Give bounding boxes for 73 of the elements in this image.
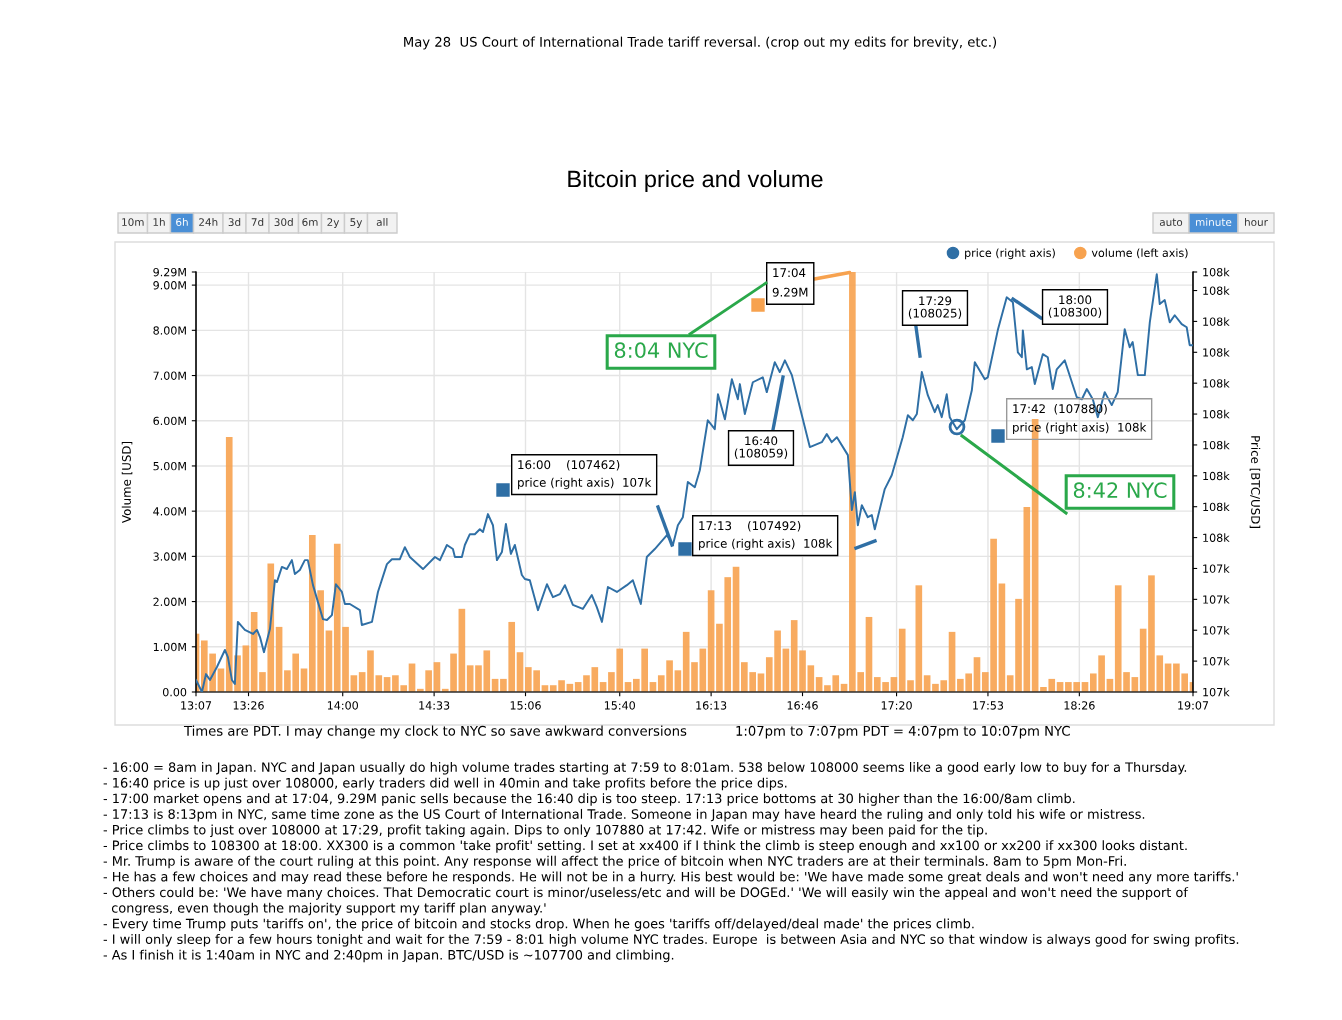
bar xyxy=(915,585,923,692)
text: 1:07pm to 7:07pm PDT = 4:07pm to 10:07pm NYC xyxy=(736,725,1070,739)
y2-tick-label: 107k xyxy=(1203,656,1230,666)
y2-tick-label: 108k xyxy=(1203,533,1230,542)
y-tick-label: 8.00M xyxy=(153,326,186,335)
text: 10m xyxy=(122,218,144,227)
y-tick-label: 2.00M xyxy=(153,597,186,606)
text: 6m xyxy=(302,218,318,227)
annotation: 17:04 9.29M xyxy=(772,268,808,297)
text: 24h xyxy=(199,217,218,226)
text: 2y xyxy=(327,218,340,229)
y2-tick-label: 107k xyxy=(1203,687,1230,697)
x-tick-label: 14:00 xyxy=(327,701,358,710)
y2-tick-label: 107k xyxy=(1203,564,1230,573)
x-tick-label: 17:53 xyxy=(973,701,1004,710)
y2-tick-label: 108k xyxy=(1203,409,1230,419)
x-tick-label: 15:06 xyxy=(510,701,541,710)
text: minute xyxy=(1196,217,1232,227)
y-tick-label: 6.00M xyxy=(153,416,186,426)
y2-tick-label: 108k xyxy=(1203,502,1230,512)
y-tick-label: 3.00M xyxy=(153,552,186,561)
y-tick-label: 1.00M xyxy=(153,642,186,652)
y2-tick-label: 108k xyxy=(1203,348,1230,357)
y-tick-label: 5.00M xyxy=(153,461,186,471)
text: 5y xyxy=(350,218,363,229)
y-tick-label: 9.29M xyxy=(153,267,186,277)
text: 6h xyxy=(176,217,188,227)
bar xyxy=(1023,507,1031,692)
x-tick-label: 16:13 xyxy=(696,701,727,710)
y2-tick-label: 108k xyxy=(1203,317,1230,326)
annotation: 17:13 (107492) price (right axis) 108k xyxy=(699,521,833,551)
y2-axis-title: Price [BTC/USD] xyxy=(1249,436,1261,528)
y2-tick-label: 108k xyxy=(1203,378,1230,388)
text: Times are PDT. I may change my clock to NYC so save awkward conversions xyxy=(183,725,687,739)
annotation: 8:42 NYC xyxy=(1073,482,1167,499)
x-tick-label: 13:26 xyxy=(233,701,264,710)
y-tick-label: 0.00 xyxy=(162,687,187,697)
y-tick-label: 4.00M xyxy=(153,507,186,516)
y2-tick-label: 107k xyxy=(1203,626,1230,635)
y-tick-label: 7.00M xyxy=(153,371,186,380)
chart-subtitle: May 28 US Court of International Trade tariff reversal. (crop out my edits for brevity, etc.) xyxy=(404,36,997,50)
text: 30d xyxy=(274,217,293,227)
y2-tick-label: 108k xyxy=(1203,267,1230,277)
y2-tick-label: 108k xyxy=(1203,440,1230,450)
x-tick-label: 14:33 xyxy=(419,701,450,710)
chart-title: Bitcoin price and volume xyxy=(568,170,823,192)
legend-label: price (right axis) xyxy=(965,248,1055,260)
text: hour xyxy=(1245,217,1268,227)
text: 1h xyxy=(153,217,165,226)
annotation: 8:04 NYC xyxy=(614,342,708,359)
x-tick-label: 19:07 xyxy=(1178,701,1209,710)
y2-tick-label: 107k xyxy=(1203,595,1230,604)
y-axis-title: Volume [USD] xyxy=(121,441,133,523)
y2-tick-label: 108k xyxy=(1203,286,1230,295)
x-tick-label: 18:26 xyxy=(1064,701,1095,710)
annotation: 17:29 (108025) xyxy=(908,296,962,319)
text: - 16:00 = 8am in Japan. NYC and Japan usually do high volume trades starting at 7:59 to 8:01am. 538 below 108000 seems like a good early low to buy for a Thursday. - 16:40 price is up just over 108000, early traders did well in 40min and take profits before the price dips. - 17:00 market opens and at 17:04, 9.29M panic sells because the 16:40 dip is too steep. 17:13 price bottoms at 30 higher than the 16:00/8am climb. - 17:13 is 8:13pm in NYC, same time zone as the US Court of International Trade. Someone in Japan may have heard the ruling and only told his wife or mistress. - Price climbs to just over 108000 at 17:29, profit taking again. Dips to only 107880 at 17:42. Wife or mistress may been paid for the tip. - Price climbs to 108300 at 18:00. XX300 is a common 'take profit' setting. I set at xx400 if I think the climb is steep enough and xx100 or xx200 if xx300 looks distant. - Mr. Trump is aware of the court ruling at this point. Any response will affect the price of bitcoin when NYC traders are at their terminals. 8am to 5pm Mon-Fri. - He has a few choices and may read these before he responds. He will not be in a hurry. His best would be: 'We have made some great deals and won't need any more tariffs.' - Others could be: 'We have many choices. That Democratic court is minor/useless/etc and will be DOGEd.' 'We will easily win the appeal and won't need the support of congress, even though the majority support my tariff plan anyway.' - Every time Trump puts 'tariffs on', the price of bitcoin and stocks drop. When he goes 'tariffs off/delayed/deal made' the prices climb. - I will only sleep for a few hours tonight and wait for the 7:59 - 8:01 high volume NYC trades. Europe is between Asia and NYC so that window is always good for swing profits. - As I finish it is 1:40am in NYC and 2:40pm in Japan. BTC/USD is ~107700 and climbing. xyxy=(103,762,1239,963)
annotation: 18:00 (108300) xyxy=(1048,295,1102,318)
x-tick-label: 16:46 xyxy=(787,701,818,710)
bar xyxy=(707,590,715,692)
y2-tick-label: 108k xyxy=(1203,471,1230,481)
y-tick-label: 9.00M xyxy=(153,281,186,290)
annotation: 16:00 (107462) price (right axis) 107k xyxy=(518,460,652,490)
text: 7d xyxy=(251,217,264,227)
x-tick-label: 17:20 xyxy=(881,701,912,710)
text: all xyxy=(376,217,388,227)
bar xyxy=(998,583,1006,692)
text: auto xyxy=(1159,218,1183,227)
annotation: 16:40 (108059) xyxy=(734,436,788,459)
legend-label: volume (left axis) xyxy=(1091,248,1188,259)
x-tick-label: 13:07 xyxy=(181,701,212,710)
x-tick-label: 15:40 xyxy=(604,701,635,710)
text: 3d xyxy=(228,217,241,227)
